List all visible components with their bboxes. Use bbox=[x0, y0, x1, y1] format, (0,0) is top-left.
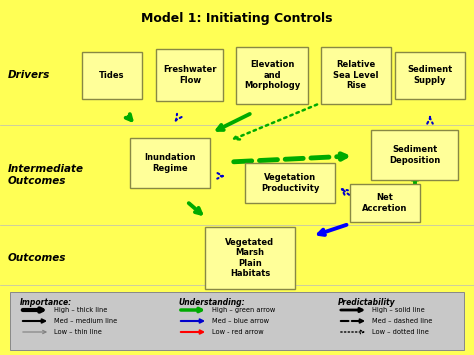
FancyBboxPatch shape bbox=[156, 49, 224, 101]
Text: Freshwater
Flow: Freshwater Flow bbox=[163, 65, 217, 85]
FancyBboxPatch shape bbox=[245, 163, 335, 203]
Text: High – solid line: High – solid line bbox=[372, 307, 425, 313]
Text: Low - red arrow: Low - red arrow bbox=[212, 329, 264, 335]
Text: Importance:: Importance: bbox=[20, 298, 72, 307]
Text: Drivers: Drivers bbox=[8, 70, 50, 80]
Text: Outcomes: Outcomes bbox=[8, 253, 66, 263]
FancyBboxPatch shape bbox=[205, 227, 295, 289]
Text: Understanding:: Understanding: bbox=[178, 298, 245, 307]
Text: Sediment
Deposition: Sediment Deposition bbox=[389, 145, 441, 165]
Text: Elevation
and
Morphology: Elevation and Morphology bbox=[244, 60, 300, 90]
Text: Low – thin line: Low – thin line bbox=[54, 329, 102, 335]
FancyBboxPatch shape bbox=[130, 138, 210, 188]
FancyBboxPatch shape bbox=[350, 184, 420, 222]
Text: Vegetated
Marsh
Plain
Habitats: Vegetated Marsh Plain Habitats bbox=[226, 238, 274, 278]
Text: Med – medium line: Med – medium line bbox=[54, 318, 117, 324]
Text: Med – blue arrow: Med – blue arrow bbox=[212, 318, 269, 324]
Text: High – green arrow: High – green arrow bbox=[212, 307, 275, 313]
FancyBboxPatch shape bbox=[372, 130, 458, 180]
Bar bbox=[10, 292, 464, 350]
Text: Inundation
Regime: Inundation Regime bbox=[144, 153, 196, 173]
Text: Model 1: Initiating Controls: Model 1: Initiating Controls bbox=[141, 12, 333, 25]
FancyBboxPatch shape bbox=[321, 47, 391, 104]
Text: Tides: Tides bbox=[99, 71, 125, 80]
Text: Net
Accretion: Net Accretion bbox=[362, 193, 408, 213]
Text: High – thick line: High – thick line bbox=[54, 307, 108, 313]
Text: Low – dotted line: Low – dotted line bbox=[372, 329, 429, 335]
FancyBboxPatch shape bbox=[236, 47, 308, 104]
Text: Vegetation
Productivity: Vegetation Productivity bbox=[261, 173, 319, 193]
Text: Intermediate
Outcomes: Intermediate Outcomes bbox=[8, 164, 84, 186]
Text: Sediment
Supply: Sediment Supply bbox=[407, 65, 453, 85]
Text: Med – dashed line: Med – dashed line bbox=[372, 318, 432, 324]
FancyBboxPatch shape bbox=[82, 51, 142, 98]
Text: Predictability: Predictability bbox=[338, 298, 396, 307]
FancyBboxPatch shape bbox=[395, 51, 465, 98]
Text: Relative
Sea Level
Rise: Relative Sea Level Rise bbox=[333, 60, 379, 90]
